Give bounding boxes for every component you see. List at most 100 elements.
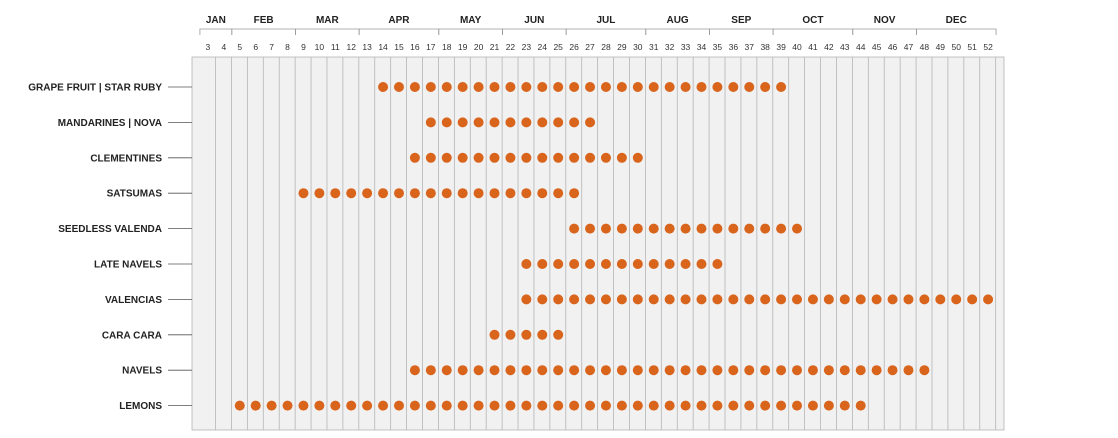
row-label: NAVELS: [122, 366, 162, 377]
season-dot: [585, 82, 596, 92]
season-dot: [537, 117, 548, 128]
month-bracket: [565, 28, 647, 35]
season-dot: [648, 294, 659, 305]
season-dot: [569, 117, 580, 128]
row-label: CARA CARA: [102, 330, 162, 341]
season-dot: [473, 400, 484, 411]
season-dot: [728, 400, 739, 411]
season-dot: [585, 400, 596, 411]
season-dot: [553, 400, 564, 411]
season-dot: [776, 223, 787, 234]
month-label: FEB: [254, 15, 274, 26]
season-dot: [505, 188, 516, 199]
week-tick-label: 22: [506, 42, 516, 52]
season-dot: [537, 259, 548, 269]
row-label: GRAPE FRUIT | STAR RUBY: [28, 83, 162, 94]
season-dot: [776, 365, 787, 376]
season-dot: [521, 329, 532, 340]
season-dot: [919, 294, 930, 305]
season-dot: [839, 365, 850, 376]
season-dot: [537, 152, 548, 163]
season-dot: [569, 152, 580, 163]
season-dot: [680, 294, 691, 305]
season-dot: [744, 294, 755, 305]
season-dot: [505, 117, 516, 128]
week-tick-label: 38: [760, 42, 770, 52]
season-dot: [616, 223, 627, 234]
season-dot: [346, 400, 357, 411]
month-label: MAR: [316, 15, 340, 26]
season-dot: [362, 400, 373, 411]
season-dot: [537, 400, 548, 411]
season-dot: [983, 294, 994, 305]
week-tick-label: 29: [617, 42, 627, 52]
season-dot: [521, 400, 532, 411]
season-dot: [935, 294, 946, 305]
season-dot: [505, 400, 516, 411]
week-tick-label: 40: [792, 42, 802, 52]
season-dot: [855, 294, 866, 305]
season-dot: [632, 259, 643, 269]
season-dot: [600, 400, 611, 411]
week-tick-label: 15: [394, 42, 404, 52]
season-dot: [553, 117, 564, 128]
week-tick-label: 27: [585, 42, 595, 52]
season-dot: [393, 188, 404, 199]
season-dot: [664, 294, 675, 305]
season-dot: [632, 294, 643, 305]
week-tick-label: 47: [904, 42, 914, 52]
season-dot: [409, 365, 420, 376]
week-tick-label: 14: [378, 42, 388, 52]
season-dot: [521, 259, 532, 269]
week-tick-label: 49: [936, 42, 946, 52]
season-dot: [489, 152, 500, 163]
month-bracket: [199, 28, 233, 35]
week-tick-label: 50: [952, 42, 962, 52]
season-dot: [425, 188, 436, 199]
week-tick-label: 41: [808, 42, 818, 52]
month-label: JUL: [597, 15, 616, 26]
week-tick-label: 52: [983, 42, 993, 52]
week-tick-label: 31: [649, 42, 659, 52]
season-dot: [967, 294, 978, 305]
season-dot: [378, 188, 389, 199]
month-bracket: [772, 28, 854, 35]
season-dot: [680, 223, 691, 234]
season-dot: [537, 329, 548, 340]
season-dot: [473, 152, 484, 163]
month-bracket: [852, 28, 917, 35]
season-dot: [425, 152, 436, 163]
season-dot: [250, 400, 261, 411]
season-dot: [744, 223, 755, 234]
week-tick-label: 17: [426, 42, 436, 52]
season-dot: [664, 400, 675, 411]
season-dot: [553, 259, 564, 269]
week-tick-label: 44: [856, 42, 866, 52]
season-dot: [664, 365, 675, 376]
season-dot: [728, 82, 739, 92]
month-label: MAY: [460, 15, 482, 26]
month-label: DEC: [946, 15, 967, 26]
season-dot: [314, 188, 325, 199]
season-dot: [585, 223, 596, 234]
week-tick-label: 3: [206, 42, 211, 52]
season-dot: [473, 365, 484, 376]
season-dot: [505, 152, 516, 163]
week-tick-label: 10: [315, 42, 325, 52]
season-dot: [648, 259, 659, 269]
row-label: LATE NAVELS: [94, 260, 162, 271]
week-tick-label: 21: [490, 42, 500, 52]
season-dot: [823, 365, 834, 376]
season-dot: [632, 152, 643, 163]
season-dot: [616, 400, 627, 411]
season-dot: [712, 82, 723, 92]
season-dot: [903, 365, 914, 376]
month-bracket: [438, 28, 503, 35]
season-dot: [696, 223, 707, 234]
season-dot: [680, 400, 691, 411]
row-label: SEEDLESS VALENDA: [58, 224, 162, 235]
season-dot: [600, 82, 611, 92]
month-bracket: [645, 28, 710, 35]
row-labels: GRAPE FRUIT | STAR RUBY MANDARINES | NOVA…: [28, 83, 192, 412]
